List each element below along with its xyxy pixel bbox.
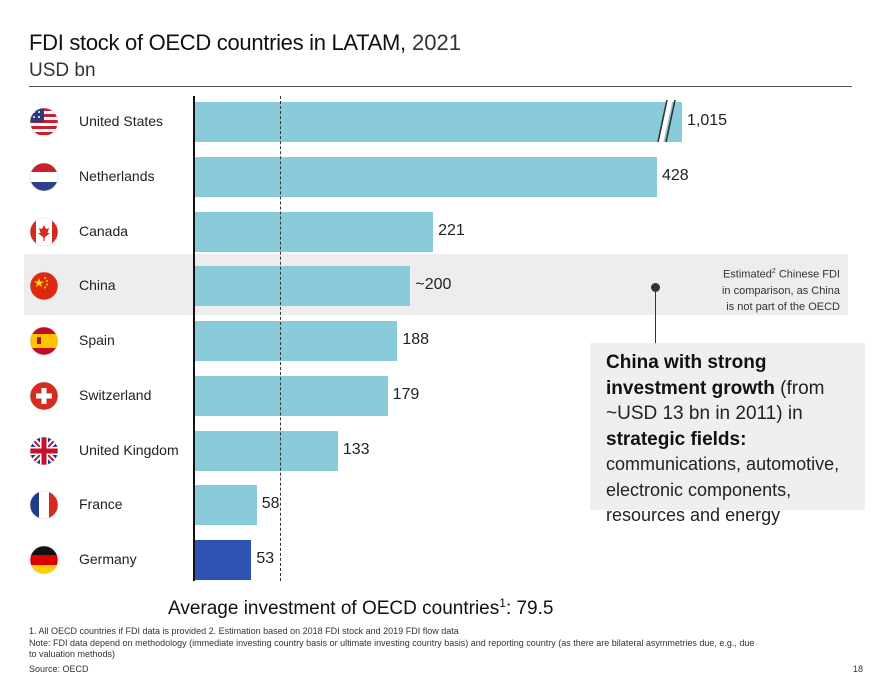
category-label-germany: Germany	[79, 551, 137, 567]
average-reference-line	[280, 96, 281, 581]
category-label-netherlands: Netherlands	[79, 167, 155, 184]
callout-bold-2: strategic fields:	[606, 428, 747, 450]
category-label-spain: Spain	[79, 332, 115, 348]
value-label-united-states: 1,015	[687, 112, 728, 129]
category-label-united-kingdom: United Kingdom	[79, 441, 179, 458]
bar-spain	[194, 321, 398, 361]
china-highlight-band	[24, 254, 848, 315]
value-label-netherlands: 428	[662, 166, 689, 184]
footnote-1: 1. All OECD countries if FDI data is pro…	[29, 626, 459, 636]
chart-title-year: 2021	[411, 30, 461, 55]
china-note-sup: 2	[771, 268, 776, 275]
france-flag-icon	[29, 490, 59, 520]
title-divider	[29, 86, 852, 87]
spain-flag-icon	[29, 326, 59, 356]
uk-flag-icon	[29, 436, 59, 466]
value-label-china: ~200	[415, 276, 452, 294]
netherlands-flag-icon	[29, 162, 59, 192]
china-note-line1-post: Chinese FDI	[775, 268, 840, 281]
switzerland-flag-icon	[29, 381, 59, 411]
bar-united-states	[194, 102, 682, 142]
chart-title: FDI stock of OECD countries in LATAM, 20…	[29, 30, 461, 56]
china-flag-icon	[29, 271, 59, 301]
canada-flag-icon	[29, 217, 59, 247]
value-label-canada: 221	[438, 221, 465, 239]
callout-normal-2: communications, automotive, electronic c…	[606, 454, 840, 525]
axis-break-icon	[657, 98, 676, 144]
chart-title-main: FDI stock of OECD countries in LATAM,	[29, 30, 406, 55]
china-note-line3: is not part of the OECD	[726, 300, 840, 313]
y-axis-line	[193, 96, 195, 581]
value-label-france: 58	[261, 495, 280, 513]
value-label-spain: 188	[402, 331, 430, 348]
footnote-note: Note: FDI data depend on methodology (im…	[29, 638, 755, 648]
category-label-france: France	[79, 496, 123, 513]
bar-switzerland	[194, 375, 388, 416]
category-label-united-states: United States	[79, 113, 164, 129]
connector-dot	[651, 283, 660, 292]
category-label-china: China	[79, 277, 116, 294]
average-caption-sup: 1	[499, 596, 506, 610]
bar-france	[194, 485, 257, 526]
footnote-source: Source: OECD	[29, 664, 89, 674]
connector-line	[655, 288, 656, 344]
germany-flag-icon	[29, 545, 59, 575]
page-number: 18	[853, 664, 864, 674]
average-caption: Average investment of OECD countries1: 7…	[168, 596, 553, 620]
us-flag-icon	[29, 107, 59, 137]
value-label-united-kingdom: 133	[342, 440, 370, 458]
china-callout-text: China with strong investment growth (fro…	[606, 350, 868, 529]
bar-canada	[194, 211, 434, 252]
chart-subtitle: USD bn	[29, 60, 96, 81]
callout-bold-1: China with strong investment growth	[606, 352, 775, 399]
bar-netherlands	[194, 156, 657, 197]
average-caption-value: : 79.5	[505, 598, 554, 619]
callout-normal-1: (from ~USD 13 bn in 2011) in	[606, 377, 825, 425]
china-callout-box	[590, 343, 865, 510]
china-estimate-note: Estimated2 Chinese FDI in comparison, as…	[690, 264, 840, 315]
average-caption-label: Average investment of OECD countries	[168, 598, 500, 619]
china-note-line1-pre: Estimated	[722, 268, 772, 281]
value-label-switzerland: 179	[392, 385, 420, 403]
china-note-line2: in comparison, as China	[721, 284, 840, 297]
category-label-canada: Canada	[79, 222, 129, 239]
value-label-germany: 53	[256, 550, 275, 567]
footnote-note-cont: to valuation methods)	[29, 649, 116, 659]
bar-china	[194, 266, 411, 307]
category-label-switzerland: Switzerland	[79, 386, 152, 403]
bar-united-kingdom	[194, 430, 338, 471]
bar-germany	[194, 540, 252, 580]
